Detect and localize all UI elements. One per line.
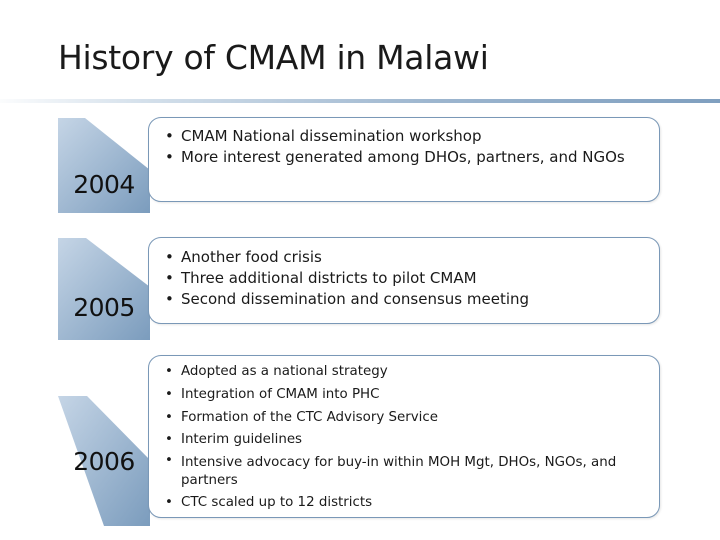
event-card-2005: Another food crisis Three additional dis… bbox=[148, 237, 660, 324]
timeline-chevron-2004 bbox=[58, 118, 150, 213]
event-bullet: Three additional districts to pilot CMAM bbox=[165, 268, 633, 289]
event-bullet: Second dissemination and consensus meeti… bbox=[165, 289, 633, 310]
event-bullet: Integration of CMAM into PHC bbox=[165, 384, 629, 407]
event-bullet: CTC scaled up to 12 districts bbox=[165, 492, 629, 515]
event-bullet: Adopted as a national strategy bbox=[165, 361, 629, 384]
year-label-2005: 2005 bbox=[73, 293, 135, 322]
event-bullet: CMAM National dissemination workshop bbox=[165, 126, 633, 147]
event-bullet: Another food crisis bbox=[165, 247, 633, 268]
event-card-2006: Adopted as a national strategy Integrati… bbox=[148, 355, 660, 518]
year-label-2004: 2004 bbox=[73, 170, 135, 199]
year-label-2006: 2006 bbox=[73, 447, 135, 476]
event-bullet: Formation of the CTC Advisory Service bbox=[165, 407, 629, 430]
timeline-chevron-2006 bbox=[58, 396, 150, 526]
page-title: History of CMAM in Malawi bbox=[58, 38, 489, 77]
event-bullet: Intensive advocacy for buy-in within MOH… bbox=[165, 452, 629, 492]
timeline-chevron-2005 bbox=[58, 238, 150, 340]
title-divider bbox=[0, 99, 720, 103]
event-bullet: Interim guidelines bbox=[165, 429, 629, 452]
event-card-2004: CMAM National dissemination workshop Mor… bbox=[148, 117, 660, 202]
event-bullet: More interest generated among DHOs, part… bbox=[165, 147, 633, 168]
